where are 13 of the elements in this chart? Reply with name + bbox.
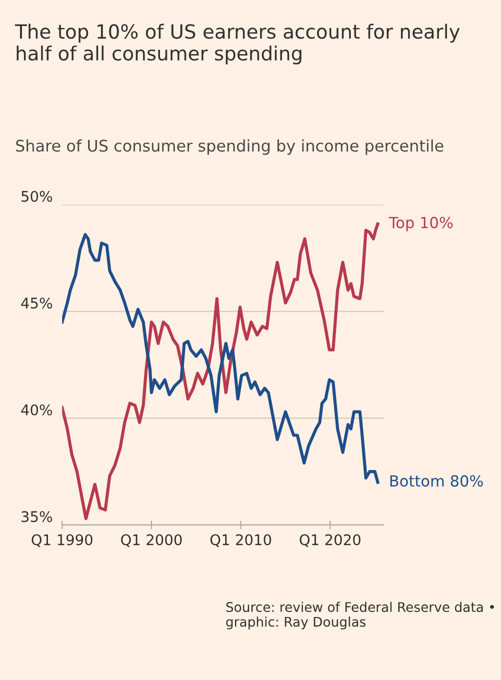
x-tick-label: Q1 2010: [210, 534, 272, 547]
y-tick-label: 35%: [22, 511, 52, 522]
chart-title: The top 10% of US earners account for nearly half of all consumer spending: [14, 24, 460, 64]
y-tick-label: 50%: [22, 190, 52, 202]
chart-subtitle: Share of US consumer spending by income percentile: [16, 139, 444, 155]
series-label: Bottom 80%: [390, 475, 483, 487]
y-tick-label: 40%: [21, 404, 52, 416]
source-note: Source: review of Federal Reserve data • graphic: Ray Douglas: [226, 602, 494, 630]
x-tick-label: Q1 1990: [32, 534, 92, 547]
y-tick-label: 45%: [21, 298, 52, 309]
x-tick-label: Q1 2000: [121, 534, 182, 547]
series-label: Top 10%: [388, 216, 453, 232]
x-tick-label: Q1 2020: [300, 534, 360, 547]
